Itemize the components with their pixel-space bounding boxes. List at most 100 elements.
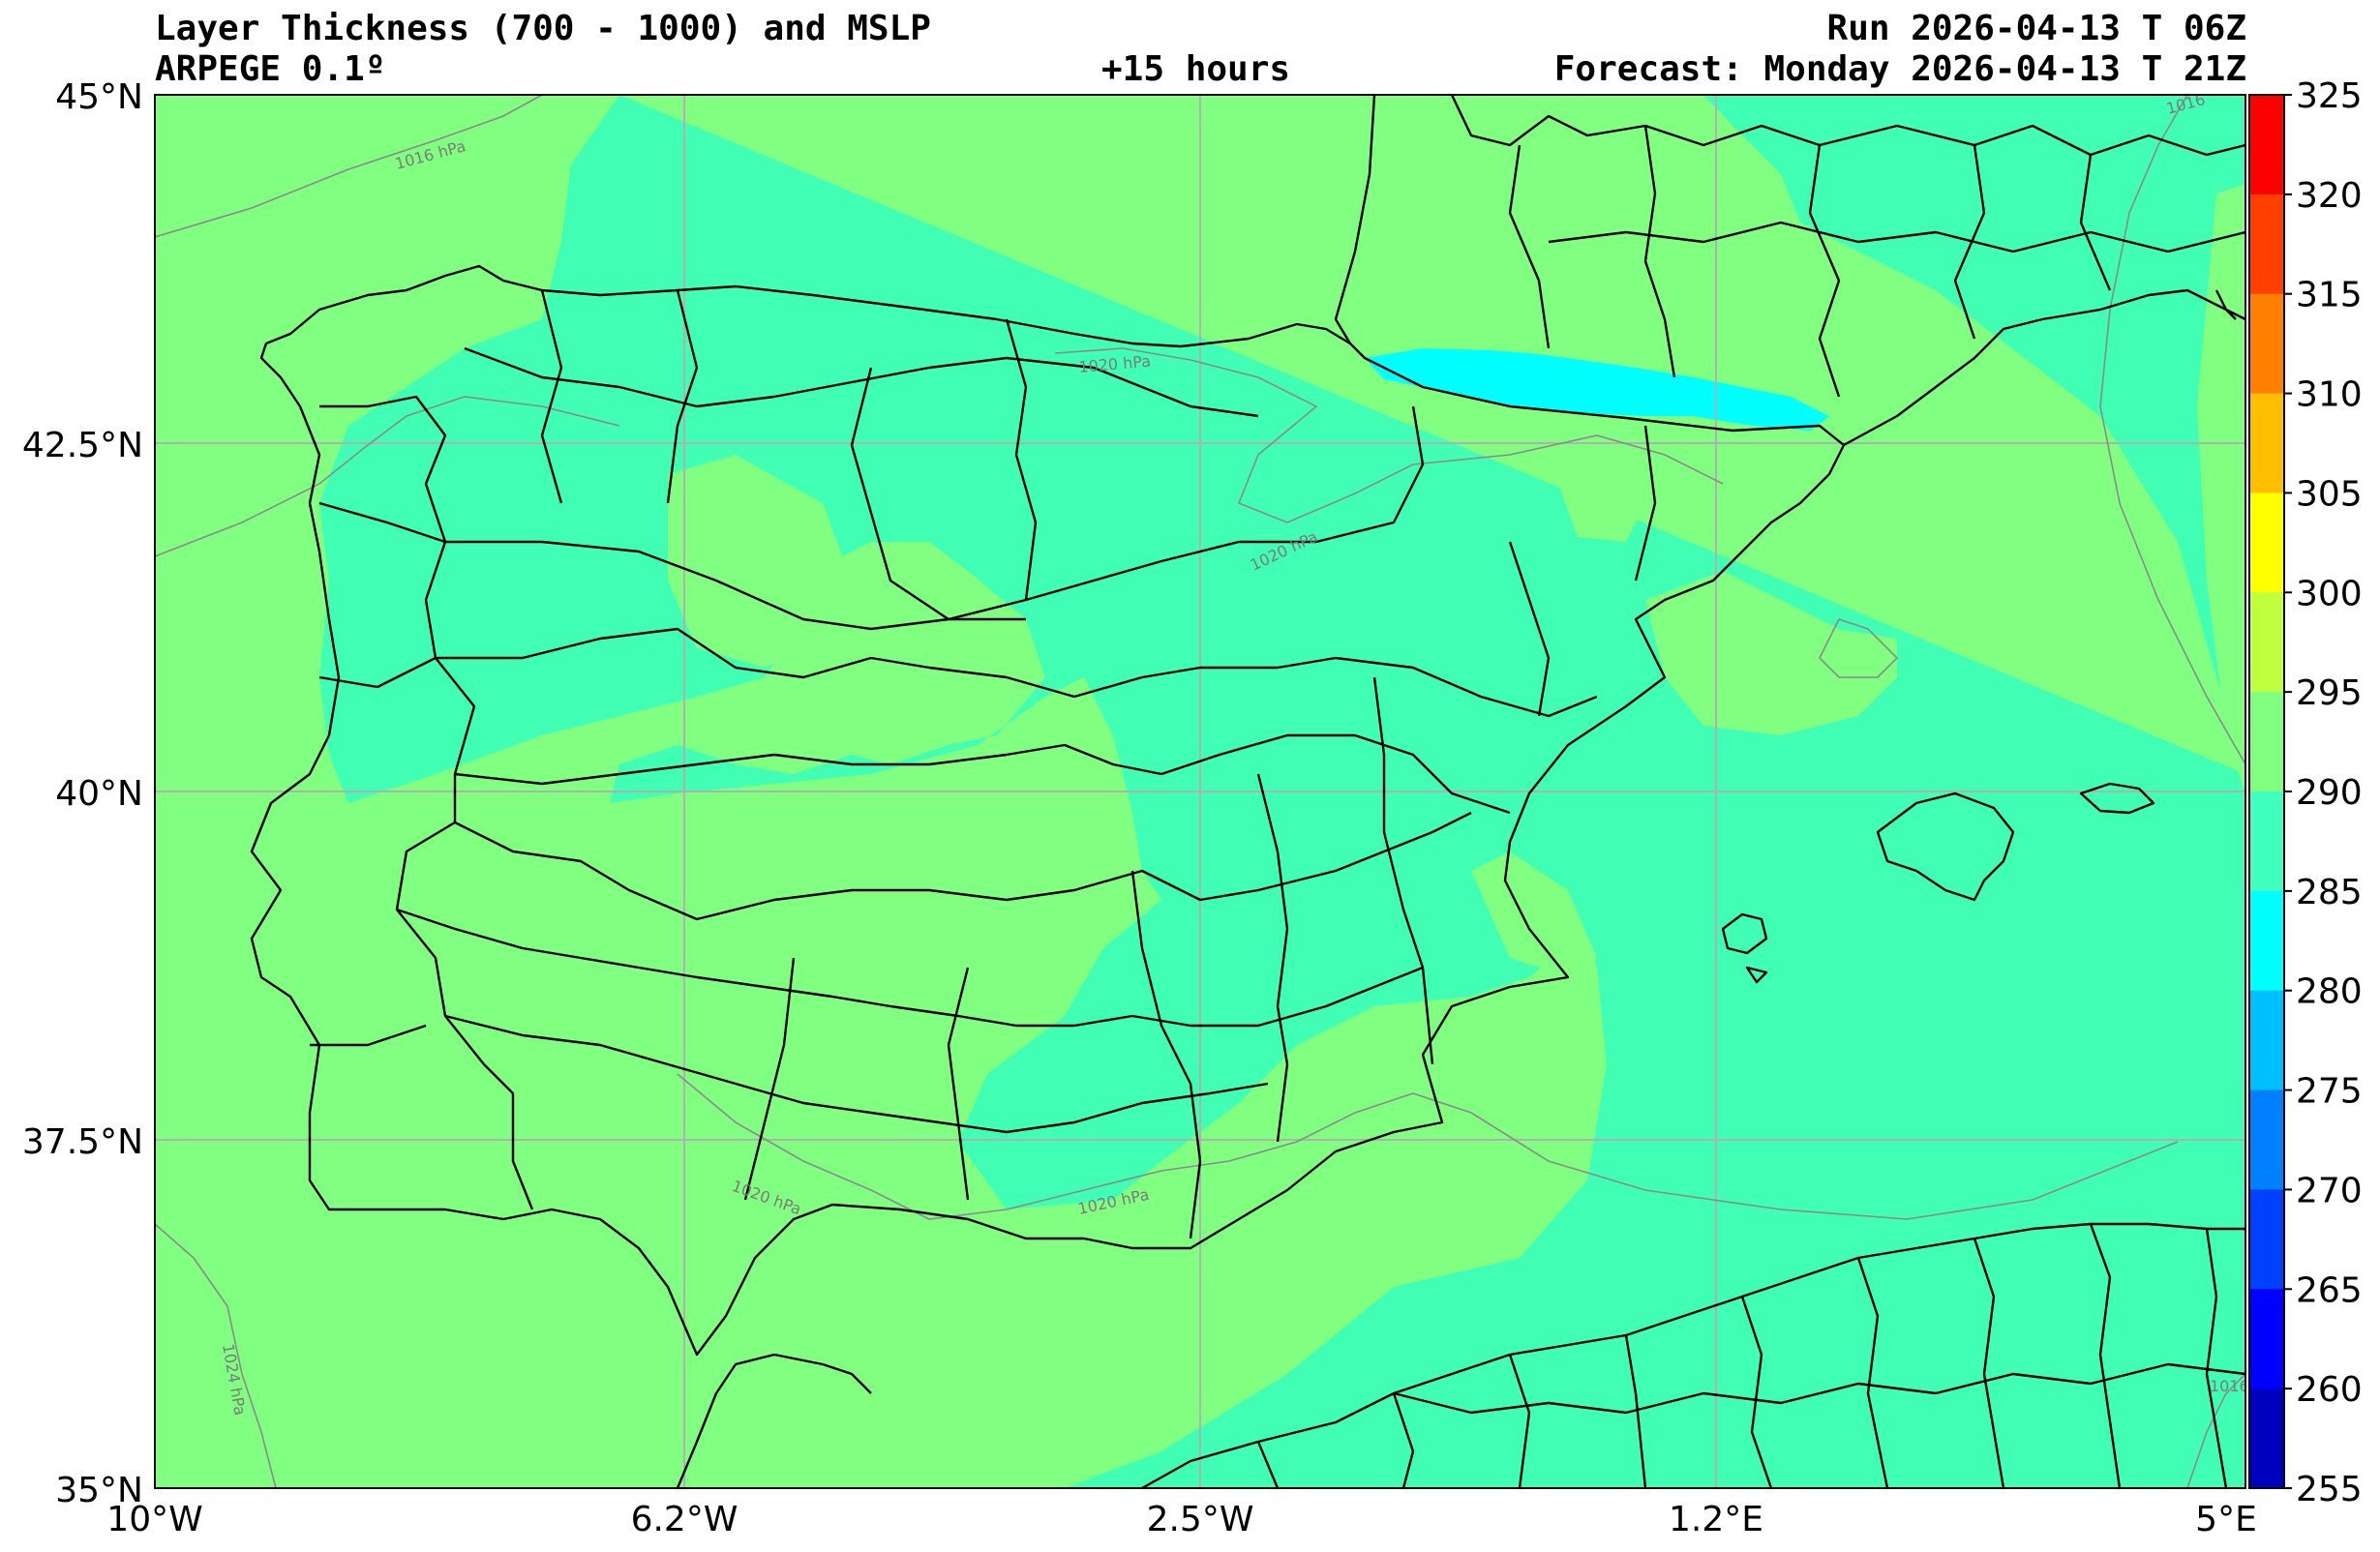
region-border bbox=[850, 367, 1026, 621]
lat-tick-labels: 45°N 42.5°N 40°N 37.5°N 35°N bbox=[22, 77, 143, 1510]
colorbar-segment bbox=[2249, 592, 2284, 693]
region-border bbox=[1634, 425, 1657, 582]
map-plot-area: 1016 hPa 1020 hPa 1020 hPa 1020 hPa 1020… bbox=[155, 95, 2249, 1488]
colorbar-label: 325 bbox=[2296, 76, 2363, 116]
isobar-label: 1016 bbox=[2210, 1377, 2249, 1395]
colorbar-segment bbox=[2249, 1388, 2284, 1489]
region-border bbox=[318, 501, 446, 544]
region-border bbox=[1372, 676, 1434, 1065]
lon-label: 5°E bbox=[2195, 1500, 2257, 1539]
lead-time-label: +15 hours bbox=[1101, 49, 1291, 89]
thickness-pocket-catalan-sea bbox=[1645, 571, 1897, 735]
lat-label: 45°N bbox=[55, 77, 143, 117]
lon-label: 1.2°E bbox=[1669, 1500, 1763, 1539]
thickness-pocket-northwest bbox=[668, 455, 852, 668]
isobars bbox=[155, 95, 2245, 1488]
colorbar-label: 300 bbox=[2296, 574, 2363, 613]
colorbar-label: 280 bbox=[2296, 972, 2363, 1012]
thickness-pocket-valencia bbox=[1471, 851, 1597, 977]
graticule bbox=[155, 95, 2245, 1488]
lon-label: 10°W bbox=[106, 1500, 202, 1539]
colorbar-labels: 325 320 315 310 305 300 295 290 285 280 275 270 265 2… bbox=[2284, 76, 2363, 1509]
balearic-mallorca bbox=[1876, 791, 2015, 902]
france-departments bbox=[1953, 144, 1986, 340]
colorbar-segment bbox=[2249, 1089, 2284, 1190]
north-africa-coastline bbox=[1141, 1222, 2245, 1488]
colorbar-segment bbox=[2249, 1189, 2284, 1290]
colorbar-segment bbox=[2249, 1289, 2284, 1389]
borders bbox=[250, 95, 2245, 1488]
colorbar-segment bbox=[2249, 393, 2284, 493]
colorbar-label: 295 bbox=[2296, 673, 2363, 713]
lat-label: 42.5°N bbox=[22, 426, 143, 465]
region-border bbox=[1256, 773, 1289, 1143]
lon-label: 6.2°W bbox=[631, 1500, 738, 1539]
lat-label: 40°N bbox=[55, 774, 143, 814]
region-border bbox=[1130, 870, 1202, 1239]
run-label: Run 2026-04-13 T 06Z bbox=[1826, 9, 2246, 48]
north-africa-borders bbox=[1256, 1223, 2228, 1488]
colorbar-segment bbox=[2249, 293, 2284, 395]
region-border bbox=[743, 957, 796, 1201]
region-border bbox=[436, 627, 1598, 718]
morocco-coastline bbox=[676, 1353, 872, 1488]
colorbar-segment bbox=[2249, 194, 2284, 295]
colorbar-label: 260 bbox=[2296, 1370, 2363, 1410]
region-border bbox=[464, 346, 1259, 418]
france-south-coast bbox=[1843, 288, 2245, 447]
region-border bbox=[318, 656, 437, 689]
thickness-pocket-ebro bbox=[1558, 464, 1645, 542]
colorbar-segment bbox=[2249, 990, 2284, 1091]
region-border bbox=[454, 811, 1472, 921]
region-border bbox=[396, 908, 1424, 1028]
colorbar-label: 305 bbox=[2296, 474, 2363, 514]
france-departments bbox=[1450, 95, 2245, 157]
colorbar-segment bbox=[2249, 95, 2284, 195]
iberia-coastline bbox=[250, 264, 1846, 1357]
balearic-formentera bbox=[1745, 966, 1768, 984]
colorbar-label: 270 bbox=[2296, 1171, 2363, 1210]
colorbar-label: 255 bbox=[2296, 1470, 2363, 1509]
corsica-edge bbox=[2214, 289, 2237, 320]
region-border bbox=[540, 289, 563, 504]
region-border bbox=[947, 967, 970, 1201]
balearic-menorca bbox=[2079, 782, 2155, 815]
lon-tick-labels: 10°W 6.2°W 2.5°W 1.2°E 5°E bbox=[106, 1500, 2257, 1539]
north-africa-borders bbox=[1393, 1362, 2245, 1415]
plot-frame bbox=[154, 94, 2246, 1489]
lon-label: 2.5°W bbox=[1147, 1500, 1254, 1539]
france-coastline bbox=[1334, 95, 1376, 344]
lat-label: 37.5°N bbox=[22, 1122, 143, 1162]
france-departments bbox=[2079, 154, 2112, 291]
france-departments bbox=[1548, 221, 2245, 254]
colorbar-label: 315 bbox=[2296, 276, 2363, 315]
colorbar-segment bbox=[2249, 692, 2284, 792]
region-border bbox=[310, 1024, 427, 1047]
region-border bbox=[666, 289, 699, 504]
balearic-ibiza bbox=[1721, 912, 1768, 955]
colorbar-label: 290 bbox=[2296, 773, 2363, 813]
region-border bbox=[1005, 318, 1038, 601]
colorbar-segment bbox=[2249, 492, 2284, 593]
lat-label: 35°N bbox=[55, 1471, 143, 1510]
france-departments bbox=[1508, 144, 1551, 349]
france-departments bbox=[1643, 125, 1676, 378]
thickness-field-280-285 bbox=[1365, 348, 1829, 431]
chart-title: Layer Thickness (700 - 1000) and MSLP bbox=[155, 9, 931, 48]
thickness-pocket-east-france bbox=[2197, 184, 2245, 793]
region-border bbox=[454, 733, 1511, 815]
colorbar-label: 265 bbox=[2296, 1270, 2363, 1310]
colorbar-segment bbox=[2249, 791, 2284, 892]
colorbar-label: 310 bbox=[2296, 375, 2363, 415]
colorbar-segment bbox=[2249, 890, 2284, 992]
model-label: ARPEGE 0.1º bbox=[155, 49, 386, 89]
colorbar bbox=[2248, 94, 2285, 1489]
forecast-label: Forecast: Monday 2026-04-13 T 21Z bbox=[1553, 49, 2246, 89]
france-departments bbox=[1808, 144, 1841, 398]
colorbar-label: 285 bbox=[2296, 873, 2363, 912]
region-border bbox=[444, 1014, 1269, 1134]
region-border bbox=[1508, 541, 1551, 717]
colorbar-label: 275 bbox=[2296, 1072, 2363, 1112]
colorbar-label: 320 bbox=[2296, 176, 2363, 216]
